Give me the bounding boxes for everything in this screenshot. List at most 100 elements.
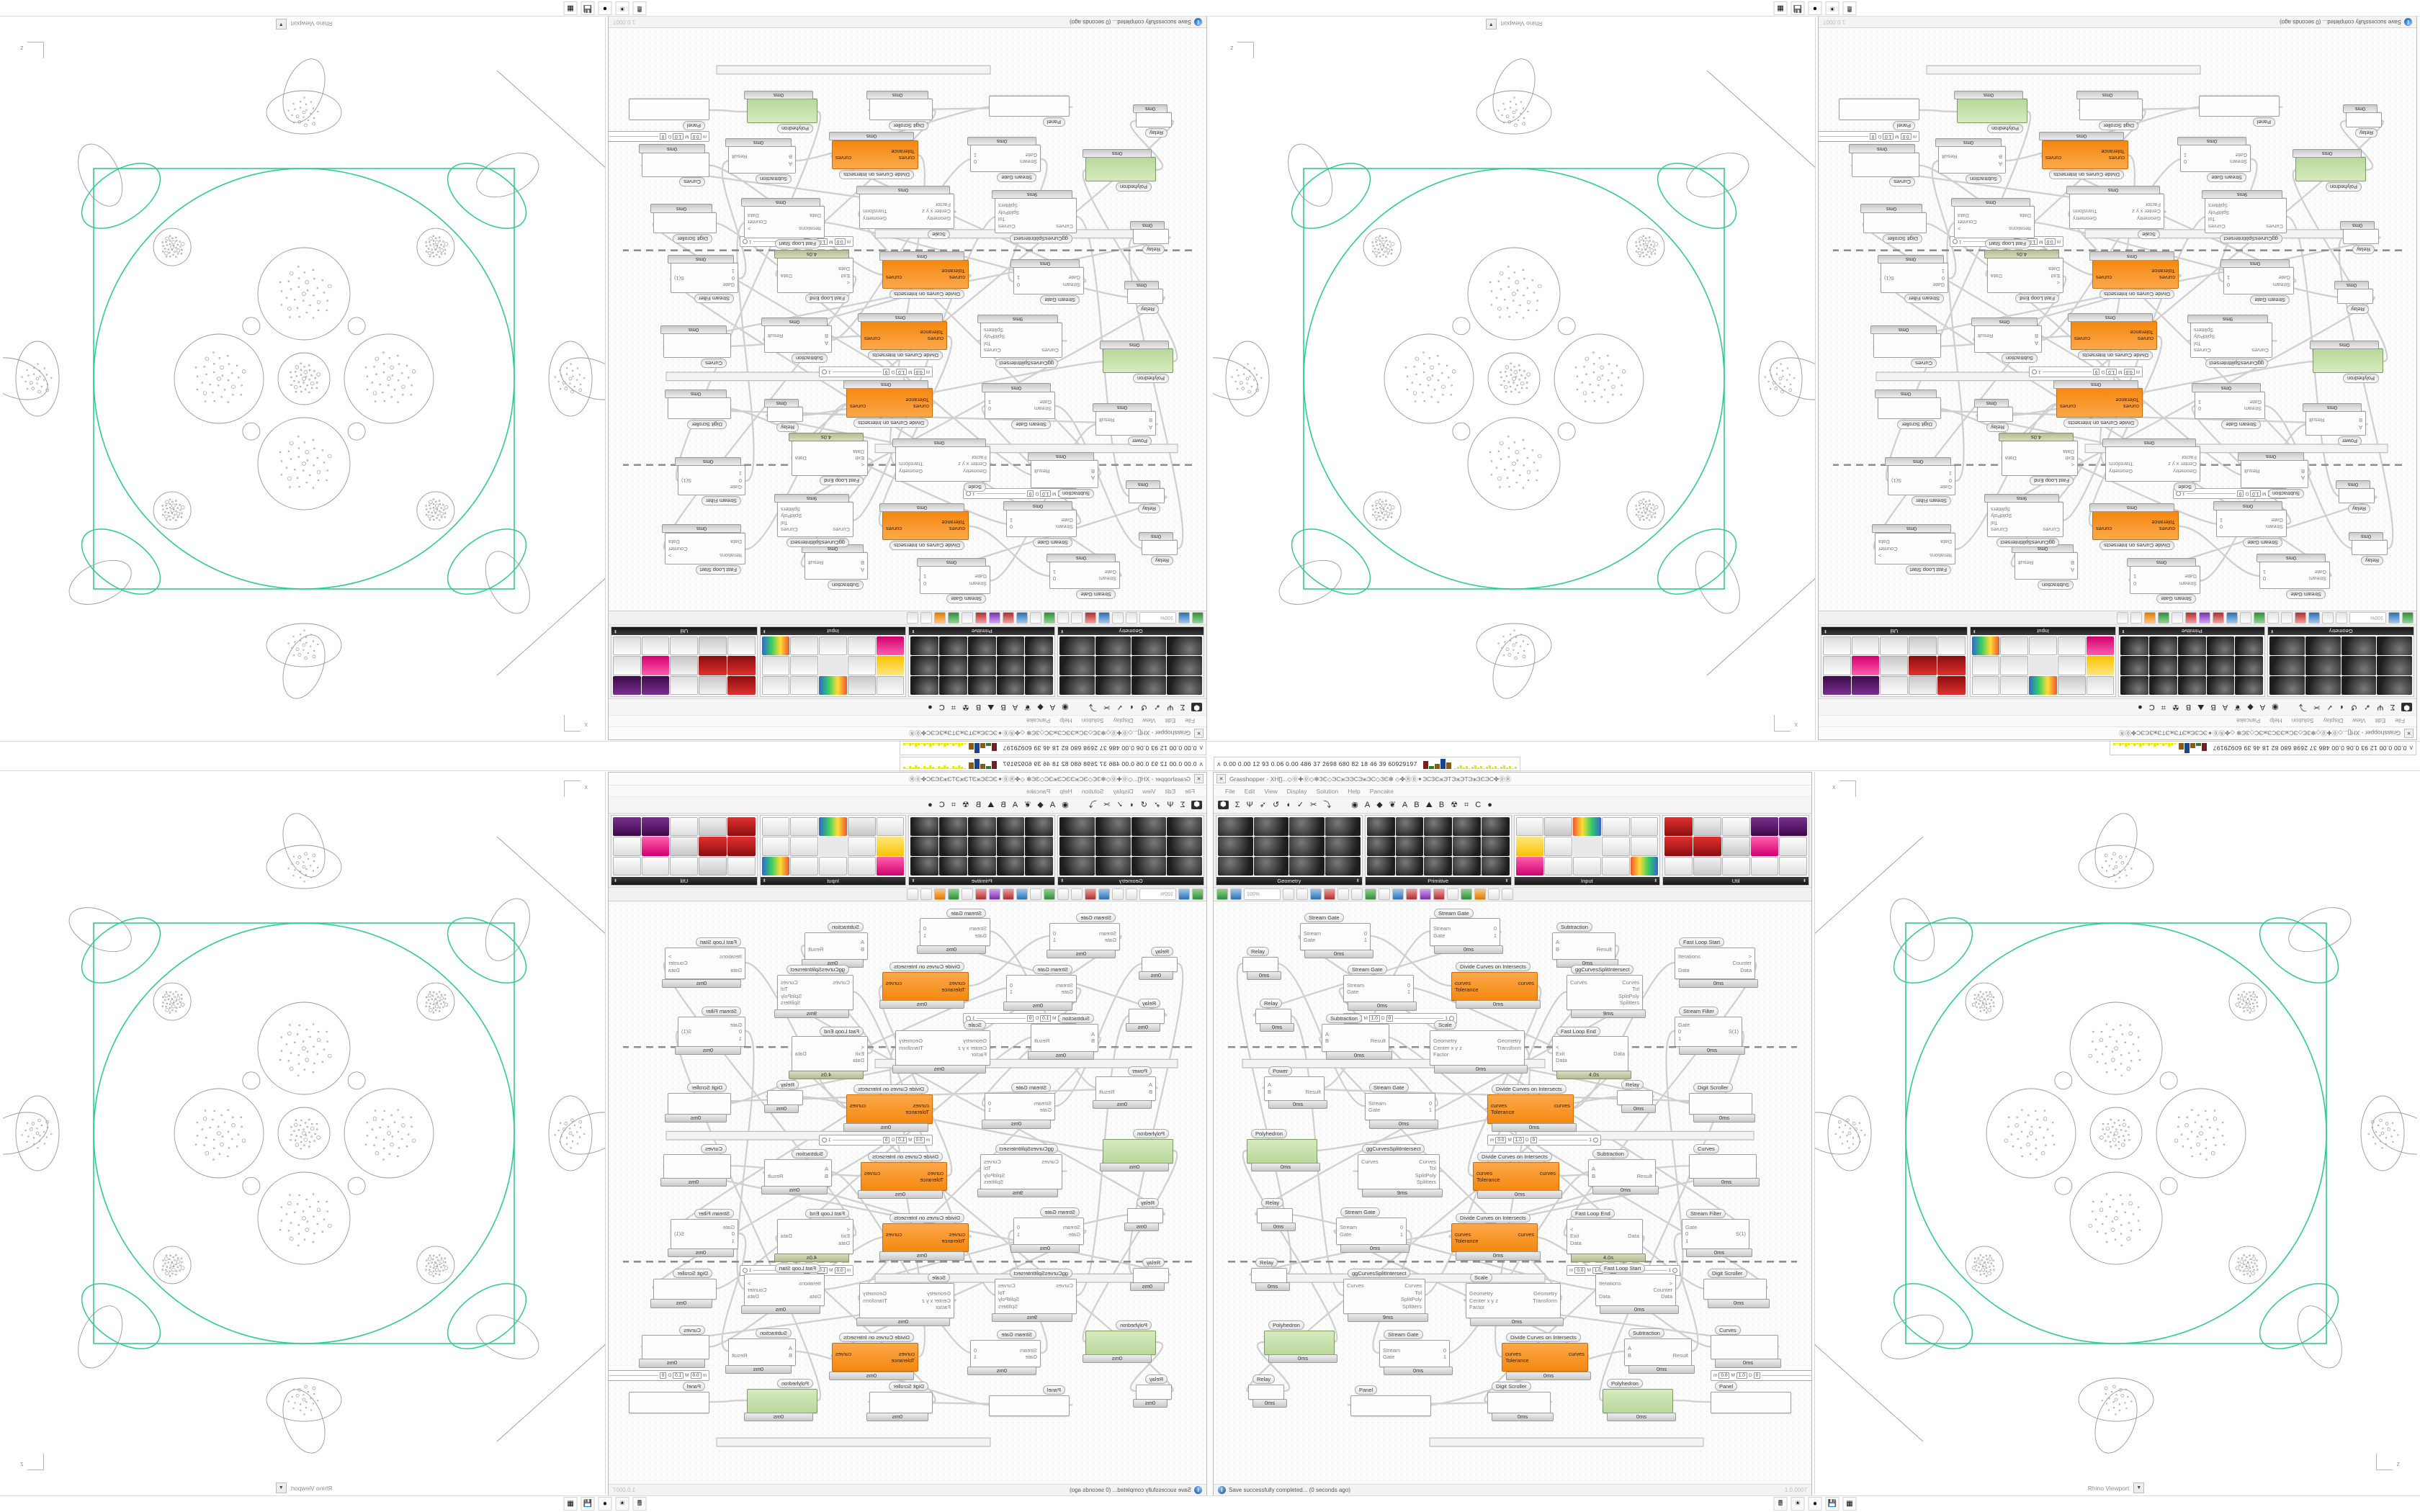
sketch-icon[interactable] xyxy=(2226,612,2238,624)
palette-component-icon[interactable] xyxy=(790,656,819,675)
open-icon[interactable] xyxy=(1192,612,1204,624)
palette-component-icon[interactable] xyxy=(1059,636,1095,656)
ribbon-tab[interactable]: ◖ xyxy=(1129,800,1134,809)
node-param-row[interactable]: Stream 0 xyxy=(920,925,990,932)
menu-item-edit[interactable]: Edit xyxy=(1244,787,1255,795)
palette-component-icon[interactable] xyxy=(1544,817,1572,837)
canvas-node[interactable]: Geometry Geometry Center x y z Transform Fac… xyxy=(859,1283,954,1318)
node-param-row[interactable]: Splitters xyxy=(1344,1303,1425,1310)
slider-track[interactable] xyxy=(609,1375,658,1377)
ribbon-tab[interactable]: B xyxy=(1414,800,1420,809)
node-param-row[interactable]: Center x y z Transform xyxy=(2070,208,2164,215)
palette-component-icon[interactable] xyxy=(1823,656,1851,675)
node-param-row[interactable]: Tol xyxy=(2205,216,2286,222)
ribbon-tab[interactable]: ⬢ xyxy=(1218,801,1229,809)
slider-knob[interactable] xyxy=(743,239,748,245)
palette-component-icon[interactable] xyxy=(1289,856,1325,876)
node-param-row[interactable]: 0 S(1) xyxy=(1881,274,1948,282)
ribbon-tab[interactable]: ● xyxy=(1487,800,1492,809)
palette-component-icon[interactable] xyxy=(1095,656,1131,675)
slider-max-value[interactable]: 1.0 xyxy=(896,369,908,376)
canvas-node[interactable]: Stream 0 Gate 1 xyxy=(2223,267,2294,295)
grasshopper-canvas[interactable]: Stream Gate Stream 0 Gate 1 0ms Stream Gate Str… xyxy=(1214,901,1811,1484)
ribbon-tab[interactable]: A xyxy=(1049,703,1056,712)
canvas-node[interactable] xyxy=(2352,540,2388,556)
canvas-node[interactable]: Geometry Geometry Center x y z Transform Fac… xyxy=(895,446,991,482)
palette-component-icon[interactable] xyxy=(968,817,996,837)
canvas-node[interactable] xyxy=(653,1278,717,1300)
widget-icon[interactable] xyxy=(2144,612,2156,624)
sphere-icon[interactable] xyxy=(1420,888,1431,900)
menu-item-display[interactable]: Display xyxy=(1113,717,1134,725)
palette-component-icon[interactable] xyxy=(1167,817,1202,837)
canvas-node[interactable]: A B Result xyxy=(764,325,832,354)
canvas-node[interactable] xyxy=(1129,1009,1165,1025)
palette-component-icon[interactable] xyxy=(876,837,905,856)
palette-component-icon[interactable] xyxy=(1937,656,1966,675)
palette-component-icon[interactable] xyxy=(1971,675,2000,695)
slider-min-value[interactable]: 0.0 xyxy=(2123,369,2135,376)
node-param-row[interactable]: A xyxy=(1096,1081,1155,1088)
palette-component-icon[interactable] xyxy=(876,817,905,837)
node-param-row[interactable]: Tol xyxy=(2191,340,2272,347)
node-param-row[interactable]: Center x y z Transform xyxy=(896,1045,990,1051)
node-param-row[interactable]: Tol xyxy=(981,340,1062,347)
node-param-row[interactable]: Stream 0 xyxy=(1007,982,1076,989)
slider-knob[interactable] xyxy=(743,1267,748,1273)
dropdown-icon[interactable] xyxy=(1126,888,1137,900)
node-param-row[interactable]: Stream 0 xyxy=(1337,1224,1406,1230)
node-param-row[interactable]: B Result xyxy=(1096,1089,1155,1095)
cone-icon[interactable] xyxy=(2172,612,2183,624)
node-param-row[interactable]: Stream 0 xyxy=(1380,1347,1449,1354)
canvas-node[interactable] xyxy=(747,99,817,123)
node-param-row[interactable]: Tolerance xyxy=(861,1176,946,1183)
cha-icon[interactable] xyxy=(1044,612,1055,624)
palette-component-icon[interactable] xyxy=(1366,837,1395,856)
node-param-row[interactable]: Gate 1 xyxy=(1366,1107,1435,1113)
ribbon-tab[interactable]: ➶ xyxy=(1154,703,1161,712)
canvas-node[interactable]: curves curves Tolerance xyxy=(832,1343,918,1372)
node-param-row[interactable]: Curves Curves xyxy=(995,1282,1076,1289)
pin-icon[interactable]: ⬍ xyxy=(762,879,766,883)
node-param-row[interactable]: A xyxy=(1939,160,2005,167)
node-param-row[interactable]: B Result xyxy=(1031,467,1098,474)
cha-icon[interactable] xyxy=(1365,888,1376,900)
ribbon-tab[interactable]: ◖ xyxy=(1286,800,1291,809)
canvas-node[interactable] xyxy=(1136,112,1172,128)
canvas-node[interactable]: curves curves Tolerance xyxy=(846,1094,933,1124)
canvas-node[interactable]: A B Result xyxy=(1321,1024,1389,1052)
node-param-row[interactable]: Stream 0 xyxy=(971,158,1040,165)
palette-component-icon[interactable] xyxy=(910,675,939,695)
node-param-row[interactable]: Center x y z Transform xyxy=(1430,1045,1524,1051)
canvas-node[interactable]: Stream 0 Gate 1 xyxy=(970,1339,1041,1368)
canvas-node[interactable] xyxy=(989,1395,1070,1417)
palette-component-icon[interactable] xyxy=(2029,675,2057,695)
eye-icon[interactable] xyxy=(1310,888,1322,900)
node-param-row[interactable]: Tolerance xyxy=(883,267,968,274)
slider-knob[interactable] xyxy=(1672,1267,1677,1273)
node-param-row[interactable]: curves curves xyxy=(883,526,968,532)
node-param-row[interactable]: Splitters xyxy=(778,999,853,1006)
color-icon[interactable] xyxy=(1488,888,1500,900)
palette-component-icon[interactable] xyxy=(2377,675,2412,695)
gift-icon[interactable] xyxy=(1003,612,1014,624)
panel-component[interactable] xyxy=(1926,65,2201,75)
node-param-row[interactable]: Stream 0 xyxy=(1301,930,1370,937)
node-param-row[interactable]: Curves Curves xyxy=(1988,526,2063,533)
spinner-down-icon[interactable]: ▼ xyxy=(275,1482,287,1493)
ribbon-tab[interactable]: ◉ xyxy=(2272,703,2279,712)
node-param-row[interactable]: Iterations > xyxy=(666,552,745,559)
palette-component-icon[interactable] xyxy=(1601,817,1630,837)
slider-min-value[interactable]: 0.0 xyxy=(834,238,846,246)
palette-component-icon[interactable] xyxy=(1167,837,1202,856)
ribbon-tab[interactable]: A xyxy=(2222,703,2228,712)
canvas-node[interactable]: Stream 0 Gate 1 xyxy=(1049,562,1120,590)
menu-item-file[interactable]: File xyxy=(2395,717,2405,725)
node-param-row[interactable]: 1 xyxy=(678,470,745,477)
palette-component-icon[interactable] xyxy=(670,675,699,695)
doc-icon[interactable] xyxy=(2267,612,2279,624)
canvas-node[interactable] xyxy=(1863,212,1927,234)
canvas-node[interactable]: A B Result xyxy=(2015,552,2078,580)
terminal-icon[interactable]: ▦ xyxy=(563,1497,578,1511)
